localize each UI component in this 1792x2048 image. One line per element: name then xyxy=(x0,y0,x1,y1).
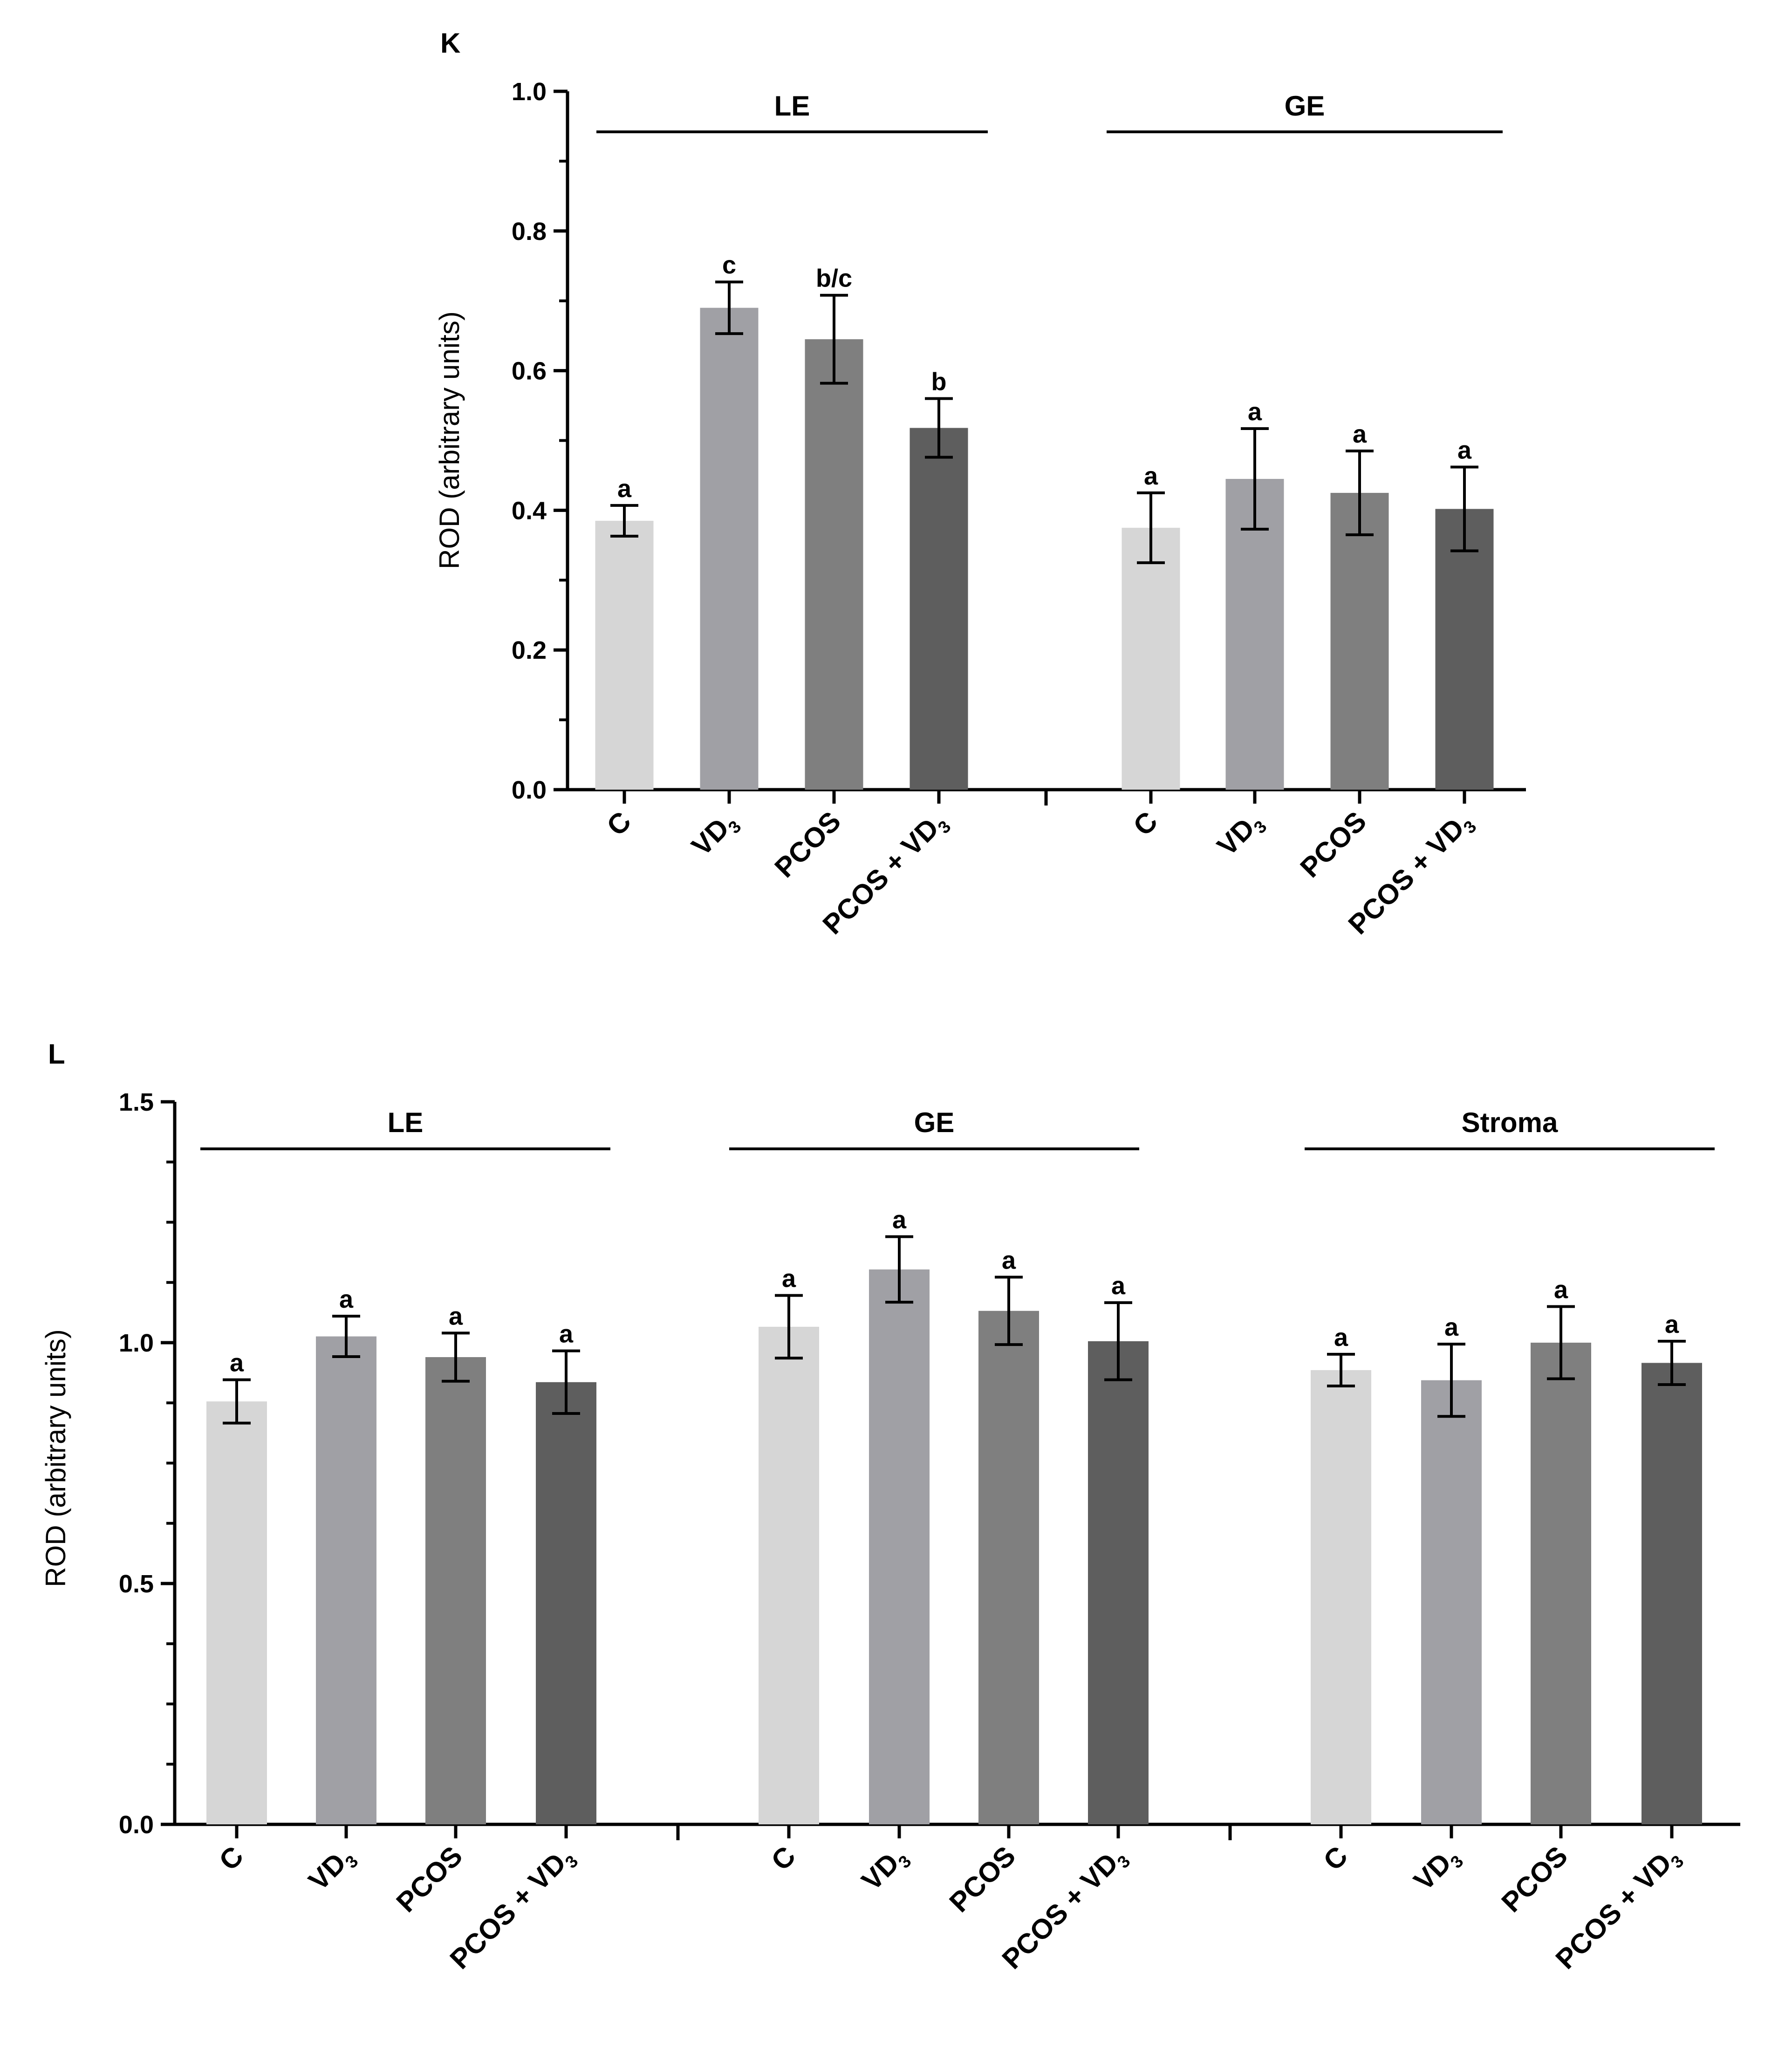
y-tick-label: 0.0 xyxy=(512,776,547,804)
bar xyxy=(536,1382,596,1824)
x-category-label: C xyxy=(1127,806,1163,842)
x-category-subscript: 3 xyxy=(1113,1851,1134,1872)
x-category-subscript: 3 xyxy=(724,817,745,837)
significance-letter: b/c xyxy=(816,265,852,293)
panel-label: L xyxy=(48,1038,65,1070)
significance-letter: a xyxy=(1248,398,1262,426)
bar xyxy=(1421,1380,1482,1824)
bar xyxy=(1122,527,1180,790)
bar xyxy=(805,339,863,790)
y-tick-label: 1.0 xyxy=(119,1329,154,1357)
y-tick-label: 0.2 xyxy=(512,636,547,664)
x-category-label: PCOS xyxy=(944,1840,1022,1918)
y-axis-label: ROD (arbitrary units) xyxy=(434,311,465,569)
bar xyxy=(869,1269,930,1824)
x-category-label: VD3 xyxy=(685,806,745,865)
bar xyxy=(1088,1341,1149,1824)
x-category-label: C xyxy=(601,806,637,842)
x-category-subscript: 3 xyxy=(341,1851,362,1872)
significance-letter: a xyxy=(1144,462,1158,490)
y-tick-label: 0.4 xyxy=(512,497,547,525)
x-category-subscript: 3 xyxy=(561,1851,581,1872)
x-category-label: C xyxy=(765,1840,801,1877)
bar xyxy=(1531,1343,1591,1824)
bar xyxy=(1642,1363,1702,1824)
significance-letter: a xyxy=(230,1349,244,1377)
significance-letter: c xyxy=(722,251,736,279)
x-category-label: VD3 xyxy=(302,1840,362,1899)
significance-letter: a xyxy=(449,1302,463,1330)
chart-panel-k: K ROD (arbitrary units) 0.0 0.2 0.4 0.6 0.8 1.0… xyxy=(434,27,1526,943)
bar xyxy=(1330,492,1389,790)
group-title: LE xyxy=(774,90,810,122)
y-tick-label: 1.5 xyxy=(119,1088,154,1116)
significance-letter: a xyxy=(339,1285,354,1313)
significance-letter: a xyxy=(1665,1311,1679,1338)
x-category-subscript: 3 xyxy=(1459,817,1480,837)
bar xyxy=(759,1326,819,1824)
bar xyxy=(425,1357,486,1824)
y-tick-label: 1.0 xyxy=(512,78,547,106)
panel-label: K xyxy=(440,27,460,59)
x-category-subscript: 3 xyxy=(894,1851,915,1872)
x-category-subscript: 3 xyxy=(1667,1851,1687,1872)
y-tick-label: 0.0 xyxy=(119,1811,154,1839)
significance-letter: a xyxy=(1002,1246,1016,1274)
x-category-subscript: 3 xyxy=(1446,1851,1467,1872)
bar xyxy=(206,1401,267,1824)
group-title: GE xyxy=(914,1107,955,1138)
significance-letter: a xyxy=(559,1320,574,1348)
x-category-label: PCOS xyxy=(390,1840,469,1918)
bar xyxy=(316,1336,376,1824)
significance-letter: a xyxy=(1457,436,1472,464)
x-category-label: C xyxy=(213,1840,249,1877)
significance-letter: a xyxy=(617,475,632,503)
significance-letter: a xyxy=(1444,1313,1459,1341)
x-category-label: VD3 xyxy=(1408,1840,1467,1899)
bar xyxy=(1311,1370,1371,1824)
y-tick-label: 0.5 xyxy=(119,1570,154,1598)
bar xyxy=(1225,478,1284,790)
significance-letter: a xyxy=(1111,1272,1126,1300)
significance-letter: a xyxy=(1554,1276,1568,1304)
significance-letter: a xyxy=(1353,420,1367,448)
bar xyxy=(595,520,654,790)
significance-letter: b xyxy=(931,368,947,396)
x-category-label: VD3 xyxy=(855,1840,915,1899)
significance-letter: a xyxy=(1334,1324,1348,1352)
bar xyxy=(1435,509,1494,790)
group-title: GE xyxy=(1285,90,1325,122)
x-category-label: PCOS xyxy=(1496,1840,1574,1918)
y-tick-label: 0.6 xyxy=(512,357,547,385)
bar xyxy=(978,1311,1039,1824)
group-title: Stroma xyxy=(1462,1107,1558,1138)
bar xyxy=(910,428,968,790)
chart-panel-l: L ROD (arbitrary units) 0.0 0.5 1.0 1.5 LE a Ca V… xyxy=(40,1038,1740,1978)
x-category-label: C xyxy=(1317,1840,1354,1877)
x-category-label: PCOS xyxy=(1294,806,1373,884)
x-category-label: PCOS xyxy=(769,806,847,884)
y-tick-label: 0.8 xyxy=(512,218,547,246)
x-category-label: VD3 xyxy=(1211,806,1270,865)
significance-letter: a xyxy=(892,1206,907,1234)
significance-letter: a xyxy=(782,1265,796,1293)
bar xyxy=(700,307,759,790)
group-title: LE xyxy=(388,1107,424,1138)
x-category-subscript: 3 xyxy=(1250,817,1270,837)
y-axis-label: ROD (arbitrary units) xyxy=(40,1329,71,1587)
x-category-subscript: 3 xyxy=(934,817,954,837)
